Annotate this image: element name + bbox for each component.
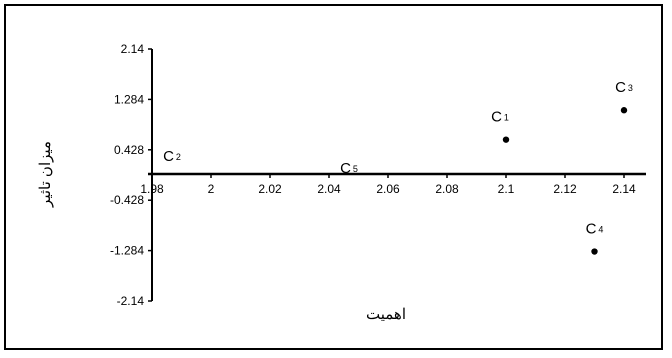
y-tick-label: -1.284 [110, 244, 144, 258]
y-tick-label: -2.14 [117, 294, 145, 308]
x-tick-label: 1.98 [140, 182, 164, 196]
x-tick-label: 2.14 [612, 182, 636, 196]
data-point-subscript: 4 [598, 225, 603, 235]
chart-frame: 2.14 1.284 0.428 -0.428 -1.284 -2.14 1.98 2 2.0… [4, 4, 663, 350]
x-tick-label: 2.06 [376, 182, 400, 196]
x-axis-title: اهمیت [366, 306, 406, 323]
x-tick-label: 2.08 [435, 182, 459, 196]
x-tick-label: 2.04 [317, 182, 341, 196]
axes [148, 49, 646, 301]
x-tick-label: 2.12 [553, 182, 577, 196]
x-tick-label: 2 [208, 182, 215, 196]
data-point-subscript: 3 [628, 83, 633, 93]
x-tick-label: 2.1 [498, 182, 515, 196]
y-tick-label: -0.428 [110, 193, 144, 207]
x-axis-ticks: 1.98 2 2.02 2.04 2.06 2.08 2.1 2.12 2.14 [140, 174, 636, 196]
y-tick-label: 1.284 [114, 92, 144, 106]
data-point-marker [591, 248, 598, 255]
data-point-marker [502, 136, 510, 143]
y-tick-label: 0.428 [114, 143, 144, 157]
data-point-subscript: 1 [504, 113, 509, 123]
y-tick-label: 2.14 [121, 42, 145, 56]
data-points: C 1 C 2 C 3 C 4 C 5 [163, 79, 633, 255]
y-axis-title: میزان تاثیر [37, 141, 54, 208]
data-point-marker [620, 107, 628, 114]
data-point-subscript: 2 [176, 152, 181, 162]
x-tick-label: 2.02 [258, 182, 282, 196]
data-point-subscript: 5 [353, 164, 358, 174]
y-axis-ticks: 2.14 1.284 0.428 -0.428 -1.284 -2.14 [110, 42, 152, 308]
